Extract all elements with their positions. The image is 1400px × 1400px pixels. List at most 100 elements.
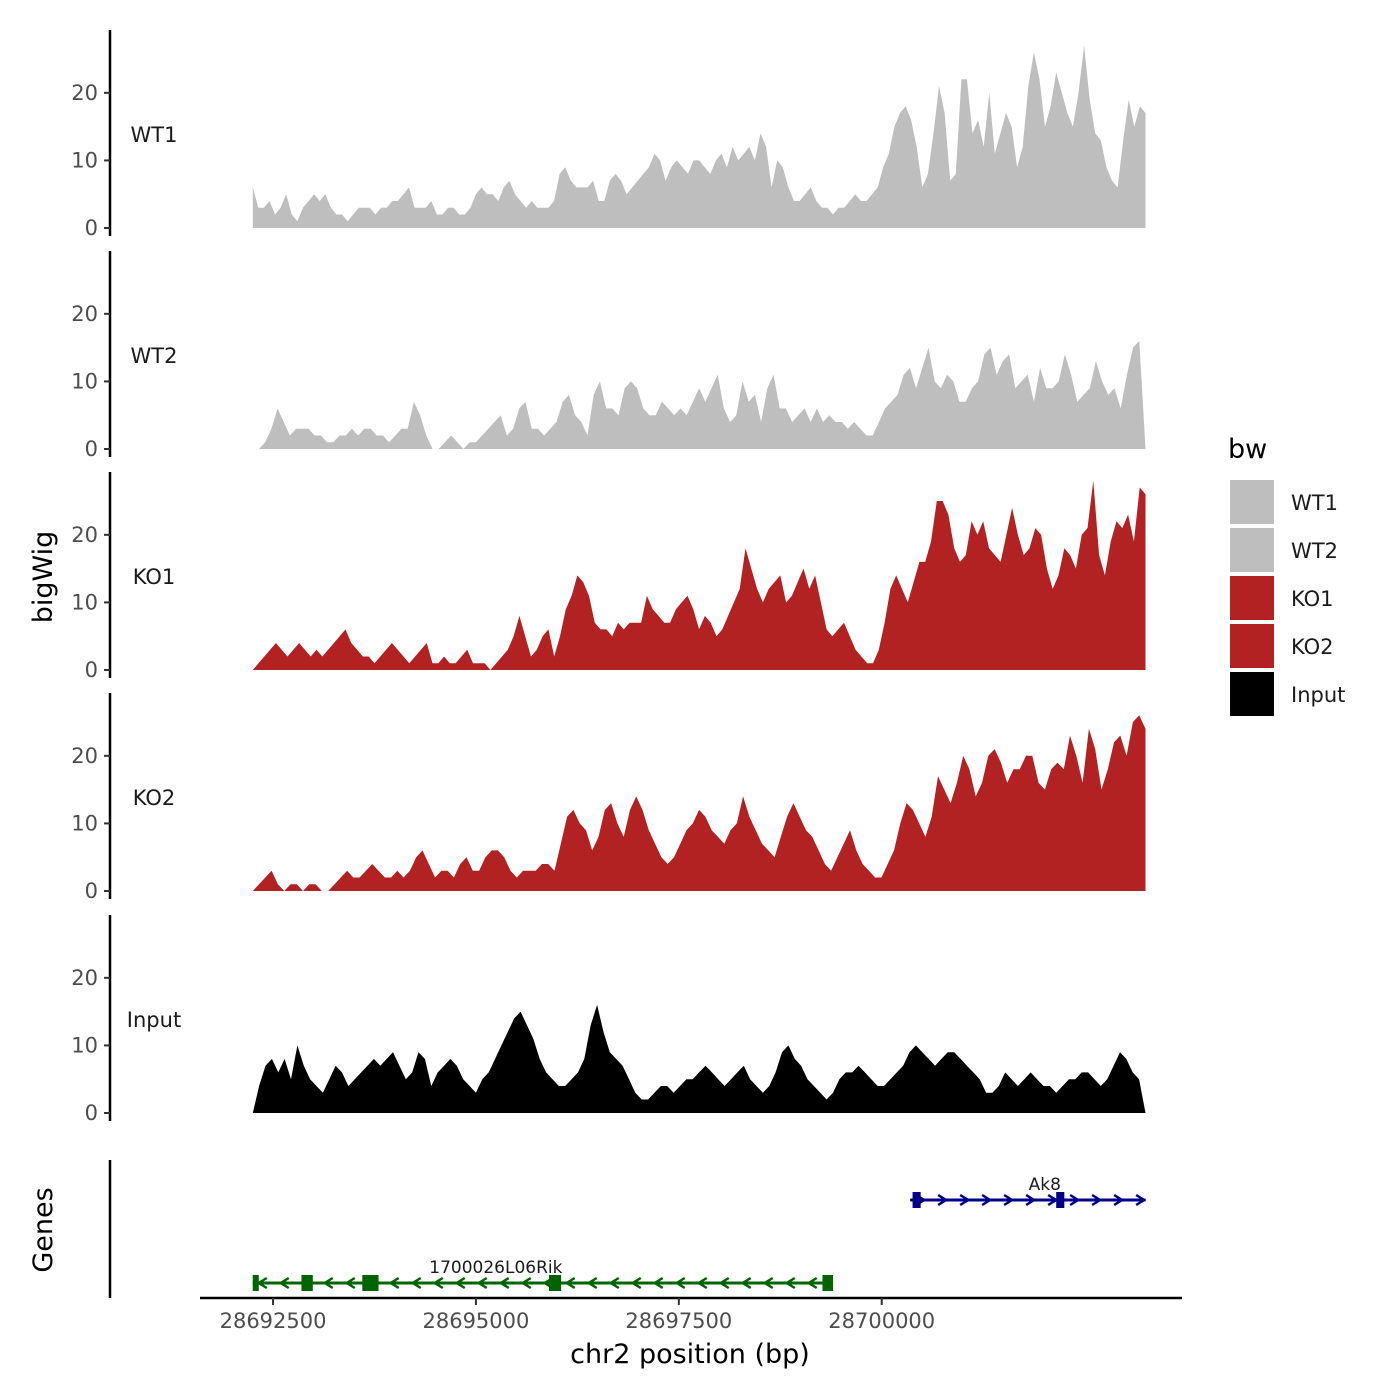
legend-label: KO1 bbox=[1291, 587, 1334, 611]
track-wt1: 0 10 20 WT1 bbox=[71, 30, 1146, 240]
y-tick-label: 10 bbox=[71, 148, 98, 172]
legend-label: WT2 bbox=[1291, 539, 1338, 563]
strand-arrow bbox=[608, 1276, 620, 1290]
gene-label: Ak8 bbox=[1029, 1175, 1061, 1195]
strand-arrow bbox=[454, 1276, 466, 1290]
y-tick-label: 10 bbox=[71, 811, 98, 835]
coverage-area-ko1 bbox=[252, 480, 1146, 670]
strand-arrow bbox=[762, 1276, 774, 1290]
legend-entry-ko1: KO1 bbox=[1230, 576, 1334, 620]
y-tick-label: 20 bbox=[71, 523, 98, 547]
y-axis-title: bigWig bbox=[28, 531, 59, 624]
exon bbox=[362, 1275, 379, 1291]
legend-entry-ko2: KO2 bbox=[1230, 624, 1334, 668]
track-label: Input bbox=[127, 1008, 181, 1032]
exon bbox=[548, 1275, 562, 1291]
y-tick-label: 0 bbox=[85, 1101, 98, 1125]
strand-arrow bbox=[564, 1276, 576, 1290]
y-tick-label: 10 bbox=[71, 590, 98, 614]
strand-arrow bbox=[278, 1276, 290, 1290]
legend-label: Input bbox=[1291, 683, 1345, 707]
legend-swatch bbox=[1230, 480, 1274, 524]
coverage-area-input bbox=[252, 1004, 1146, 1113]
gene-track: 1700026L06Rik Ak8 bbox=[108, 1160, 1147, 1298]
y-tick-label: 10 bbox=[71, 1033, 98, 1057]
strand-arrow bbox=[937, 1193, 949, 1207]
legend-swatch bbox=[1230, 576, 1274, 620]
exon bbox=[1056, 1192, 1065, 1208]
legend-entry-input: Input bbox=[1230, 672, 1345, 716]
track-label: WT2 bbox=[131, 344, 178, 368]
strand-arrow bbox=[1003, 1193, 1015, 1207]
strand-arrow bbox=[959, 1193, 971, 1207]
x-tick-label: 28695000 bbox=[422, 1309, 529, 1333]
strand-arrow bbox=[432, 1276, 444, 1290]
strand-arrow bbox=[1025, 1193, 1037, 1207]
exon bbox=[252, 1275, 259, 1291]
strand-arrow bbox=[322, 1276, 334, 1290]
strand-arrow bbox=[696, 1276, 708, 1290]
legend-swatch bbox=[1230, 672, 1274, 716]
y-tick-label: 20 bbox=[71, 81, 98, 105]
genes-axis-title: Genes bbox=[28, 1187, 59, 1272]
track-ko2: 0 10 20 KO2 bbox=[71, 693, 1146, 903]
track-input: 0 10 20 Input bbox=[71, 915, 1146, 1125]
strand-arrow bbox=[740, 1276, 752, 1290]
legend-label: WT1 bbox=[1291, 491, 1338, 515]
x-tick-label: 28697500 bbox=[625, 1309, 732, 1333]
legend-swatch bbox=[1230, 624, 1274, 668]
strand-arrow bbox=[344, 1276, 356, 1290]
strand-arrow bbox=[586, 1276, 598, 1290]
y-tick-label: 0 bbox=[85, 437, 98, 461]
y-tick-label: 0 bbox=[85, 216, 98, 240]
coverage-area-wt2 bbox=[252, 340, 1146, 449]
x-tick-label: 28692500 bbox=[220, 1309, 327, 1333]
legend-title: bw bbox=[1228, 434, 1267, 465]
legend-entry-wt2: WT2 bbox=[1230, 528, 1338, 572]
strand-arrow bbox=[674, 1276, 686, 1290]
strand-arrow bbox=[1047, 1193, 1059, 1207]
strand-arrow bbox=[1113, 1193, 1125, 1207]
legend: WT1 WT2 KO1 KO2 Input bbox=[1230, 480, 1345, 716]
strand-arrow bbox=[718, 1276, 730, 1290]
y-tick-label: 0 bbox=[85, 658, 98, 682]
strand-arrow bbox=[1069, 1193, 1081, 1207]
strand-arrow bbox=[498, 1276, 510, 1290]
gene-1700026l06rik: 1700026L06Rik bbox=[252, 1258, 834, 1291]
legend-entry-wt1: WT1 bbox=[1230, 480, 1338, 524]
track-ko1: 0 10 20 KO1 bbox=[71, 472, 1146, 682]
strand-arrow bbox=[410, 1276, 422, 1290]
track-label: KO1 bbox=[133, 565, 176, 589]
strand-arrow bbox=[806, 1276, 818, 1290]
strand-arrow bbox=[784, 1276, 796, 1290]
strand-arrow bbox=[388, 1276, 400, 1290]
gene-ak8: Ak8 bbox=[910, 1175, 1147, 1208]
strand-arrow bbox=[652, 1276, 664, 1290]
strand-arrow bbox=[476, 1276, 488, 1290]
gene-label: 1700026L06Rik bbox=[429, 1258, 562, 1278]
coverage-area-ko2 bbox=[252, 715, 1146, 891]
legend-swatch bbox=[1230, 528, 1274, 572]
track-panels: 0 10 20 WT1 0 10 20 WT2 0 10 20 KO1 0 10 20 KO2 0 10 20 Inp… bbox=[71, 30, 1146, 1125]
coverage-area-wt1 bbox=[252, 45, 1146, 228]
y-tick-label: 20 bbox=[71, 744, 98, 768]
strand-arrow bbox=[1091, 1193, 1103, 1207]
strand-arrow bbox=[520, 1276, 532, 1290]
x-axis-title: chr2 position (bp) bbox=[570, 1339, 810, 1370]
x-axis: 28692500 28695000 28697500 28700000 bbox=[200, 1296, 1182, 1333]
exon bbox=[301, 1275, 313, 1291]
strand-arrow bbox=[1135, 1193, 1147, 1207]
y-tick-label: 20 bbox=[71, 302, 98, 326]
track-label: KO2 bbox=[133, 786, 176, 810]
x-tick-label: 28700000 bbox=[828, 1309, 935, 1333]
exon bbox=[912, 1192, 921, 1208]
y-tick-label: 20 bbox=[71, 966, 98, 990]
track-label: WT1 bbox=[131, 123, 178, 147]
y-tick-label: 10 bbox=[71, 369, 98, 393]
strand-arrow bbox=[981, 1193, 993, 1207]
legend-label: KO2 bbox=[1291, 635, 1334, 659]
track-wt2: 0 10 20 WT2 bbox=[71, 251, 1146, 461]
exon bbox=[822, 1275, 834, 1291]
y-tick-label: 0 bbox=[85, 879, 98, 903]
